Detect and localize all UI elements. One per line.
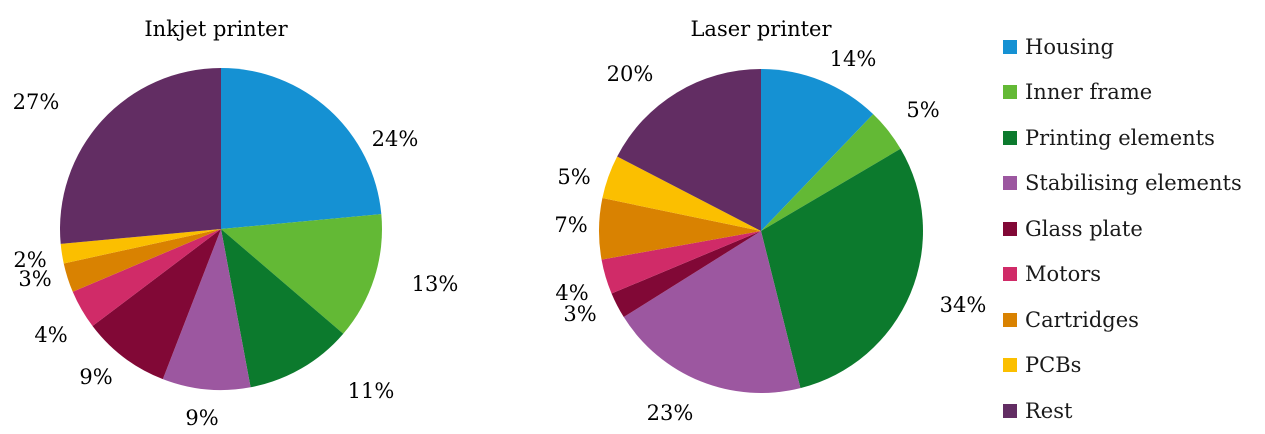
pie-slice [601,231,761,294]
pie-slice [599,198,761,260]
legend-swatch [1003,85,1017,100]
legend-item: Printing elements [1003,115,1242,161]
legend-label: PCBs [1025,353,1082,378]
slice-percent-label: 7% [554,213,587,237]
legend: Housing Inner frame Printing elements Stabi… [1003,24,1242,434]
inkjet-chart-title: Inkjet printer [144,17,288,41]
legend-item: Motors [1003,252,1242,298]
slice-percent-label: 20% [607,62,654,86]
slice-percent-label: 13% [412,272,459,296]
legend-swatch [1003,358,1017,373]
pie-slice [617,69,761,231]
pie-slice [60,68,222,244]
slice-percent-label: 5% [557,165,590,189]
slice-percent-label: 3% [563,302,596,326]
slice-percent-label: 9% [79,365,112,389]
slice-percent-label: 14% [830,47,877,71]
slice-percent-label: 2% [13,248,46,272]
legend-label: Rest [1025,398,1073,423]
legend-item: Housing [1003,24,1242,70]
legend-label: Housing [1025,34,1114,59]
legend-item: Cartridges [1003,297,1242,343]
legend-item: Glass plate [1003,206,1242,252]
legend-label: Glass plate [1025,216,1143,241]
legend-swatch [1003,221,1017,236]
pie-slice [92,229,222,380]
laser-pie: 14% 5% 34% 23% 3%4% 7% 5% 20% [554,47,986,425]
pie-slice [221,68,382,229]
legend-item: Stabilising elements [1003,161,1242,207]
pie-slice [221,229,344,388]
pie-slice [761,69,874,231]
legend-swatch [1003,39,1017,54]
laser-chart-title: Laser printer [690,17,832,41]
pie-slice [60,229,221,264]
pie-slice [63,229,222,292]
slice-percent-label: 24% [372,127,419,151]
slice-percent-label: 34% [940,293,987,317]
legend-item: Rest [1003,388,1242,434]
slice-percent-label: 4% [34,323,67,347]
pie-slice [162,229,251,391]
legend-swatch [1003,130,1017,145]
legend-label: Motors [1025,262,1102,287]
pie-slice [611,231,761,318]
slice-percent-label: 9% [185,406,218,430]
slice-percent-label: 3% [18,267,51,291]
legend-item: PCBs [1003,343,1242,389]
legend-swatch [1003,312,1017,327]
legend-label: Stabilising elements [1025,171,1242,196]
legend-swatch [1003,267,1017,282]
legend-item: Inner frame [1003,70,1242,116]
slice-percent-label: 11% [348,379,395,403]
slice-percent-label: 4% [555,281,588,305]
pie-slice [221,214,382,334]
slice-percent-label: 23% [647,401,694,425]
inkjet-pie: 24% 13% 11% 9% 9% 4% 3%2% 27% [13,68,459,430]
pie-slice [761,148,923,389]
pie-slice [72,229,221,327]
legend-label: Cartridges [1025,307,1139,332]
legend-label: Printing elements [1025,125,1215,150]
pie-slice [602,156,761,231]
slice-percent-label: 5% [906,98,939,122]
pie-slice [623,231,801,394]
legend-swatch [1003,176,1017,191]
pie-slice [761,114,901,231]
legend-swatch [1003,403,1017,418]
slice-percent-label: 27% [13,90,60,114]
legend-label: Inner frame [1025,80,1153,105]
